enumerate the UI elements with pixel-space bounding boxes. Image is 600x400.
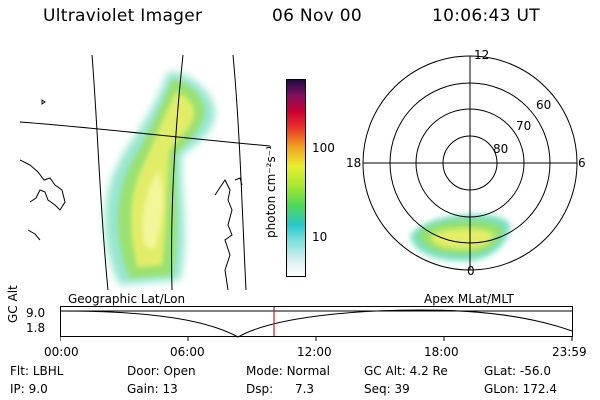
door-label: Door: (127, 364, 160, 378)
app-title: Ultraviolet Imager (43, 6, 203, 26)
colorbar-tick-10: 10 (312, 230, 328, 244)
polar-grid (362, 55, 578, 271)
colorbar (286, 79, 306, 277)
dsp-value: 7.3 (294, 382, 315, 396)
gain-label: Gain: (127, 382, 159, 396)
timeline-xtick-2359: 23:59 (552, 345, 587, 359)
gain-value: 13 (162, 382, 178, 396)
mlt-label-18: 18 (346, 156, 361, 170)
timeline-right-title: Apex MLat/MLT (424, 292, 514, 306)
status-dsp: Dsp: 7.3 (246, 382, 314, 396)
status-mode: Mode: Normal (246, 364, 330, 378)
timeline-xtick-1800: 18:00 (424, 345, 459, 359)
timeline-ytick-high: 9.0 (26, 306, 46, 320)
status-glon: GLon: 172.4 (484, 382, 557, 396)
glon-label: GLon: (484, 382, 519, 396)
status-flt: Flt: LBHL (10, 364, 63, 378)
flt-value: LBHL (32, 364, 64, 378)
lat-label-70: 70 (516, 119, 531, 133)
dsp-label: Dsp: (246, 382, 274, 396)
status-gain: Gain: 13 (127, 382, 178, 396)
door-value: Open (163, 364, 196, 378)
aurora-emission-polar (410, 214, 511, 262)
glon-value: 172.4 (522, 382, 557, 396)
ip-value: 9.0 (28, 382, 48, 396)
status-gcalt: GC Alt: 4.2 Re (364, 364, 448, 378)
altitude-curve (60, 309, 573, 338)
gcalt-label: GC Alt: (364, 364, 406, 378)
timeline-ticks (60, 337, 573, 341)
mlt-label-0: 0 (467, 264, 475, 276)
lat-label-60: 60 (536, 98, 551, 112)
geographic-map-image (20, 54, 270, 290)
status-ip: IP: 9.0 (10, 382, 48, 396)
mlt-label-12: 12 (474, 48, 489, 62)
seq-label: Seq: (364, 382, 391, 396)
lat-label-80: 80 (493, 142, 508, 156)
polar-mlt-plot: 12 18 6 0 60 70 80 (346, 48, 586, 276)
timeline-axis-label: GC Alt (6, 285, 20, 323)
timeline-xtick-0000: 00:00 (44, 345, 79, 359)
date-label: 06 Nov 00 (272, 6, 362, 26)
colorbar-units-label: photon cm⁻²s⁻¹ (264, 145, 278, 238)
status-door: Door: Open (127, 364, 196, 378)
flt-label: Flt: (10, 364, 29, 378)
mode-value: Normal (286, 364, 330, 378)
seq-value: 39 (394, 382, 410, 396)
gcalt-value: 4.2 Re (409, 364, 448, 378)
mode-label: Mode: (246, 364, 283, 378)
timeline-xtick-1200: 12:00 (297, 345, 332, 359)
aurora-emission-geographic (104, 71, 215, 285)
time-label: 10:06:43 UT (432, 6, 540, 26)
status-seq: Seq: 39 (364, 382, 410, 396)
colorbar-tick-100: 100 (312, 141, 335, 155)
timeline-left-title: Geographic Lat/Lon (68, 292, 186, 306)
glat-label: GLat: (484, 364, 517, 378)
timeline-ytick-low: 1.8 (26, 321, 46, 335)
mlt-label-6: 6 (578, 156, 586, 170)
altitude-timeline (60, 306, 573, 341)
lat-lon-grid (20, 54, 270, 290)
status-glat: GLat: -56.0 (484, 364, 551, 378)
ip-label: IP: (10, 382, 25, 396)
timeline-xtick-0600: 06:00 (170, 345, 205, 359)
coastline (20, 99, 243, 290)
glat-value: -56.0 (519, 364, 551, 378)
